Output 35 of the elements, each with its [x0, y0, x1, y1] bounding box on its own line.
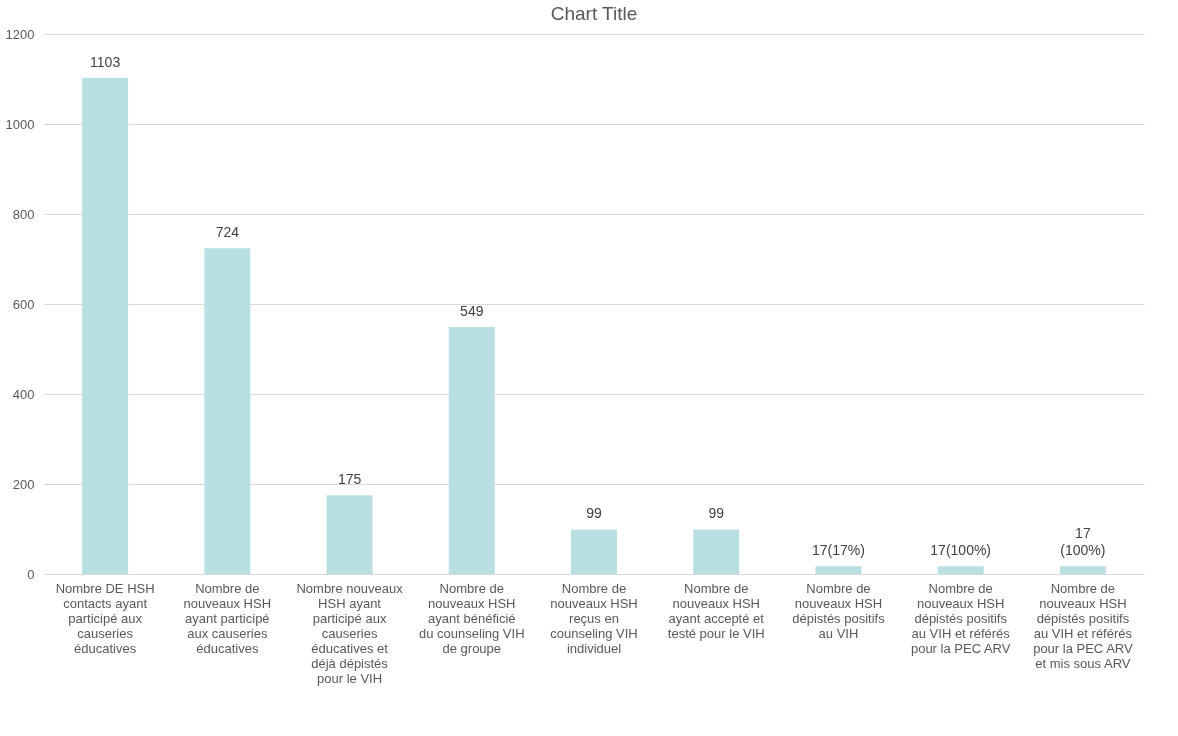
- y-tick-label: 0: [27, 566, 35, 582]
- data-label: 1103: [90, 53, 121, 70]
- data-label: 17(100%): [930, 542, 992, 559]
- bar: [693, 529, 740, 574]
- bar: [204, 248, 251, 574]
- x-tick-label: Nombre de nouveaux HSH dépistés positifs au VIH et référés pour la PEC ARV: [910, 580, 1011, 656]
- data-label: 549: [460, 302, 484, 319]
- x-tick-label: Nombre de nouveaux HSH dépistés positifs au VIH: [792, 580, 886, 641]
- y-tick-label: 600: [12, 296, 35, 312]
- data-label: 99: [586, 505, 602, 522]
- y-tick-label: 200: [12, 476, 35, 492]
- bar: [326, 495, 373, 574]
- y-tick-label: 1000: [5, 116, 35, 132]
- bar: [82, 77, 129, 574]
- data-label: 17 (100%): [1060, 525, 1106, 559]
- bar: [448, 326, 495, 574]
- x-tick-label: Nombre de nouveaux HSH dépistés positifs au VIH et référés pour la PEC ARV et mis sous ARV: [1033, 580, 1133, 671]
- x-tick-label: Nombre de nouveaux HSH ayant bénéficié du counseling VIH de groupe: [419, 580, 525, 656]
- x-tick-label: Nombre de nouveaux HSH reçus en counseling VIH individuel: [550, 580, 638, 656]
- x-tick-label: Nombre de nouveaux HSH ayant participé aux causeries éducatives: [183, 580, 272, 656]
- data-label: 99: [708, 505, 725, 522]
- data-label: 175: [337, 471, 362, 488]
- data-label: 17(17%): [811, 542, 865, 559]
- bar: [815, 566, 862, 574]
- y-tick-label: 800: [12, 206, 35, 222]
- x-tick-label: Nombre DE HSH contacts ayant participé aux causeries éducatives: [55, 580, 155, 656]
- x-tick-label: Nombre nouveaux HSH ayant participé aux causeries éducatives et déjà dépistés pour le VIH: [296, 580, 404, 686]
- x-tick-label: Nombre de nouveaux HSH ayant accepté et testé pour le VIH: [667, 580, 765, 641]
- bar: [937, 566, 984, 574]
- y-tick-label: 400: [12, 386, 35, 402]
- data-label: 724: [215, 224, 240, 241]
- y-tick-label: 1200: [5, 26, 35, 42]
- bar: [571, 529, 617, 574]
- chart-title: Chart Title: [550, 3, 638, 24]
- bar: [1059, 566, 1106, 574]
